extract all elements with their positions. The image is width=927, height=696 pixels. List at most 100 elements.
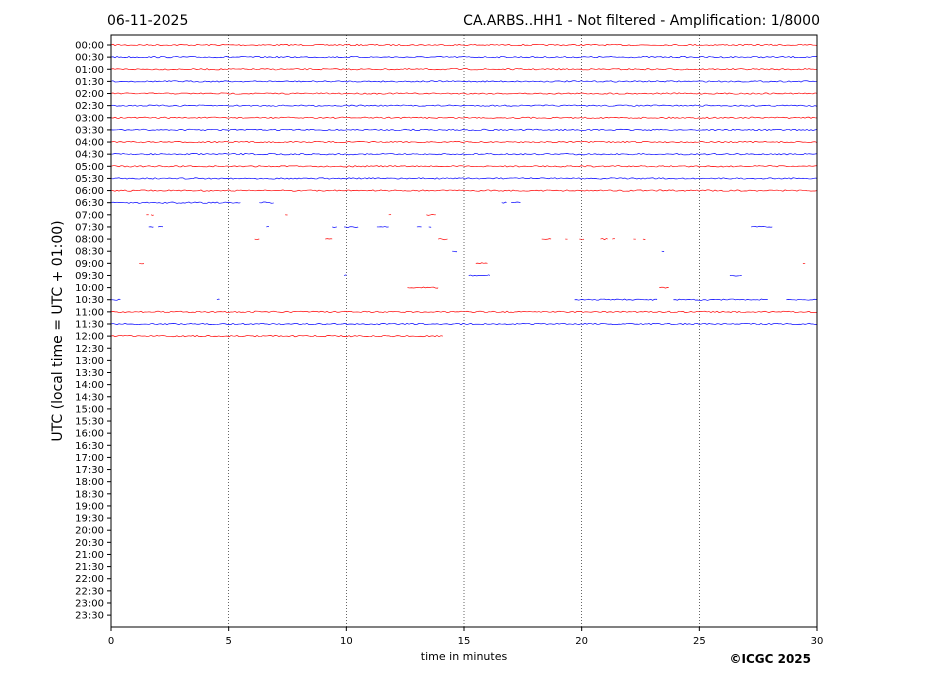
trace-segment: [110, 140, 818, 144]
copyright-label: ©ICGC 2025: [729, 652, 811, 666]
y-tick-label: 09:30: [75, 271, 104, 282]
y-tick-label: 00:30: [75, 53, 104, 64]
trace-segment: [254, 238, 260, 241]
y-tick-label: 12:00: [75, 332, 104, 343]
trace-segment: [541, 238, 552, 240]
trace-segment: [751, 225, 773, 228]
trace-segment: [786, 298, 818, 301]
y-axis-label: UTC (local time = UTC + 01:00): [50, 220, 66, 441]
y-tick-label: 06:00: [75, 186, 104, 197]
trace-segment: [110, 116, 818, 119]
trace-segment: [612, 238, 615, 240]
trace-segment: [110, 43, 818, 47]
trace-segment: [110, 153, 818, 156]
trace-segment: [110, 177, 818, 180]
trace-segment: [475, 262, 488, 264]
trace-segment: [110, 104, 818, 107]
y-tick-label: 23:30: [75, 611, 104, 622]
trace-segment: [216, 298, 220, 301]
trace-segment: [376, 226, 389, 228]
plot-frame: [110, 34, 818, 628]
trace-segment: [729, 275, 742, 277]
trace-segment: [332, 226, 337, 228]
x-tick-label: 25: [693, 636, 706, 647]
y-tick-label: 14:30: [75, 392, 104, 403]
y-tick-label: 19:00: [75, 501, 104, 512]
y-tick-label: 00:00: [75, 41, 104, 52]
x-tick-label: 15: [458, 636, 471, 647]
trace-segment: [110, 80, 818, 83]
y-tick-label: 06:30: [75, 198, 104, 209]
trace-segment: [600, 238, 608, 241]
y-tick-label: 14:00: [75, 380, 104, 391]
trace-segment: [110, 68, 818, 71]
y-tick-label: 08:00: [75, 235, 104, 246]
y-tick-label: 16:00: [75, 429, 104, 440]
y-tick-label: 22:30: [75, 586, 104, 597]
trace-segment: [110, 322, 818, 326]
trace-segment: [110, 128, 818, 131]
trace-segment: [511, 201, 521, 204]
y-tick-label: 18:00: [75, 477, 104, 488]
y-tick-label: 18:30: [75, 489, 104, 500]
y-tick-label: 01:30: [75, 77, 104, 88]
trace-segment: [110, 189, 818, 192]
y-tick-label: 17:30: [75, 465, 104, 476]
trace-segment: [110, 298, 121, 301]
y-tick-label: 08:30: [75, 247, 104, 258]
y-tick-label: 16:30: [75, 441, 104, 452]
y-tick-label: 15:30: [75, 417, 104, 428]
y-tick-label: 12:30: [75, 344, 104, 355]
trace-segment: [343, 274, 347, 276]
y-tick-label: 10:30: [75, 295, 104, 306]
y-tick-label: 20:30: [75, 538, 104, 549]
trace-segment: [438, 238, 448, 241]
y-tick-label: 11:00: [75, 307, 104, 318]
x-axis-label: time in minutes: [421, 650, 508, 663]
y-tick-label: 07:00: [75, 210, 104, 221]
trace-segment: [259, 201, 274, 204]
y-tick-label: 02:00: [75, 89, 104, 100]
y-tick-label: 22:00: [75, 574, 104, 585]
y-tick-label: 01:00: [75, 65, 104, 76]
y-tick-label: 11:30: [75, 319, 104, 330]
y-tick-label: 15:00: [75, 404, 104, 415]
chart-title: CA.ARBS..HH1 - Not filtered - Amplificat…: [463, 13, 820, 29]
trace-segment: [673, 298, 768, 301]
trace-segment: [150, 214, 154, 216]
y-axis-ticks: 00:0000:3001:0001:3002:0002:3003:0003:30…: [75, 41, 111, 622]
trace-segment: [426, 214, 436, 216]
trace-segment: [452, 250, 458, 253]
y-tick-label: 21:30: [75, 562, 104, 573]
y-tick-label: 21:00: [75, 550, 104, 561]
x-tick-label: 10: [340, 636, 353, 647]
y-tick-label: 09:00: [75, 259, 104, 270]
trace-segment: [343, 226, 359, 228]
trace-segment: [110, 92, 818, 95]
trace-segment: [659, 286, 669, 289]
trace-segment: [110, 335, 443, 338]
y-tick-label: 04:00: [75, 138, 104, 149]
trace-segment: [574, 298, 658, 301]
y-tick-label: 03:30: [75, 125, 104, 136]
y-tick-label: 05:30: [75, 174, 104, 185]
trace-segment: [468, 274, 491, 277]
trace-segment: [110, 56, 818, 59]
x-tick-label: 30: [811, 636, 824, 647]
x-tick-label: 5: [225, 636, 231, 647]
y-tick-label: 02:30: [75, 101, 104, 112]
x-axis-ticks: 0 5 10 15 20 25 30: [108, 627, 824, 647]
trace-segment: [158, 226, 164, 228]
y-tick-label: 04:30: [75, 150, 104, 161]
trace-segment: [501, 201, 507, 204]
vertical-gridlines: [228, 35, 700, 627]
y-tick-label: 23:00: [75, 598, 104, 609]
y-tick-label: 19:30: [75, 514, 104, 525]
trace-segment: [110, 310, 818, 313]
x-tick-label: 20: [575, 636, 588, 647]
trace-segment: [266, 225, 269, 228]
seismic-traces: [110, 43, 818, 338]
y-tick-label: 03:00: [75, 113, 104, 124]
y-tick-label: 13:30: [75, 368, 104, 379]
